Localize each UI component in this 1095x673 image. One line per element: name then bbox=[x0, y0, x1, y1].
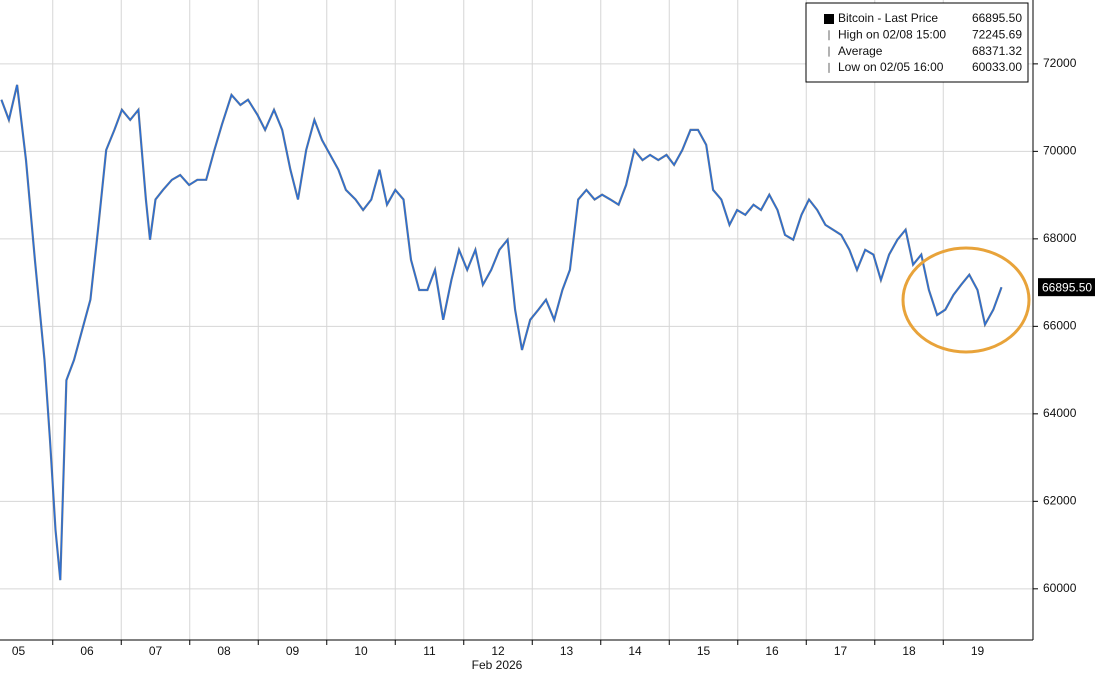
x-tick-label: 17 bbox=[834, 644, 848, 658]
x-axis-label: Feb 2026 bbox=[472, 658, 523, 672]
legend-value: 60033.00 bbox=[972, 60, 1022, 74]
x-tick-label: 09 bbox=[286, 644, 300, 658]
last-price-tag bbox=[1038, 278, 1095, 297]
y-tick-label: 66000 bbox=[1043, 319, 1077, 333]
legend-label: Low on 02/05 16:00 bbox=[838, 60, 944, 74]
x-tick-label: 07 bbox=[149, 644, 163, 658]
last-price-label: 66895.50 bbox=[1042, 280, 1092, 294]
legend-value: 72245.69 bbox=[972, 27, 1022, 41]
x-tick-label: 14 bbox=[628, 644, 642, 658]
y-tick-label: 72000 bbox=[1043, 56, 1077, 70]
x-tick-label: 08 bbox=[217, 644, 231, 658]
x-tick-label: 16 bbox=[765, 644, 779, 658]
highlight-circle bbox=[901, 246, 1031, 354]
legend-value: 66895.50 bbox=[972, 11, 1022, 25]
y-tick-label: 64000 bbox=[1043, 406, 1077, 420]
legend-label: Bitcoin - Last Price bbox=[838, 11, 938, 25]
x-tick-label: 12 bbox=[491, 644, 505, 658]
legend-label: Average bbox=[838, 44, 883, 58]
y-tick-label: 62000 bbox=[1043, 493, 1077, 507]
x-tick-label: 05 bbox=[12, 644, 26, 658]
legend-box bbox=[805, 2, 1029, 83]
legend-swatch bbox=[824, 14, 834, 24]
legend-label: High on 02/08 15:00 bbox=[838, 27, 946, 41]
y-tick-label: 60000 bbox=[1043, 581, 1077, 595]
legend-value: 68371.32 bbox=[972, 44, 1022, 58]
y-tick-label: 68000 bbox=[1043, 231, 1077, 245]
y-tick-label: 70000 bbox=[1043, 144, 1077, 158]
x-tick-label: 15 bbox=[697, 644, 711, 658]
price-line bbox=[0, 84, 1003, 581]
x-tick-label: 19 bbox=[971, 644, 985, 658]
x-tick-label: 11 bbox=[423, 644, 436, 658]
x-tick-label: 06 bbox=[80, 644, 94, 658]
x-tick-label: 13 bbox=[560, 644, 574, 658]
x-tick-label: 10 bbox=[354, 644, 368, 658]
x-tick-label: 18 bbox=[902, 644, 916, 658]
